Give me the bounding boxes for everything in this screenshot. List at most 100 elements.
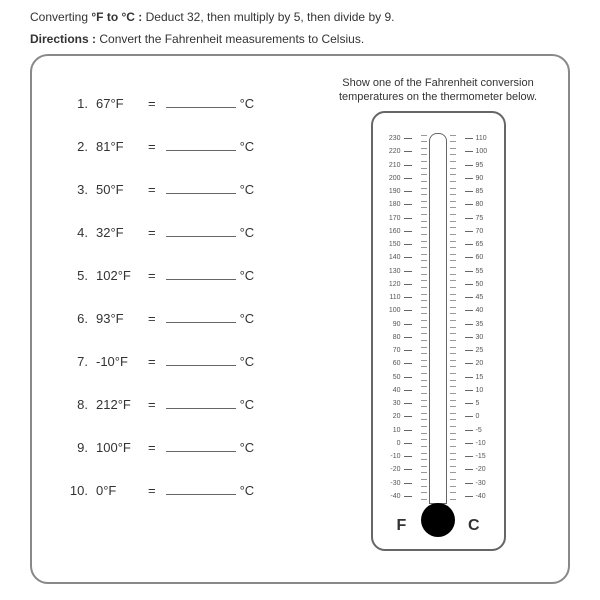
- answer-blank[interactable]: [166, 483, 236, 495]
- directions-label: Directions :: [30, 32, 96, 46]
- minor-tick: [421, 260, 427, 261]
- minor-tick: [450, 154, 456, 155]
- tick-mark: [465, 337, 473, 338]
- scale-tick: -20: [387, 466, 412, 474]
- tick-mark: [465, 456, 473, 457]
- tick-label: 230: [387, 135, 401, 142]
- tick-mark: [465, 178, 473, 179]
- tick-label: 90: [387, 321, 401, 328]
- tick-label: 10: [476, 387, 490, 394]
- tick-mark: [404, 496, 412, 497]
- directions-text: Convert the Fahrenheit measurements to C…: [99, 32, 364, 46]
- scale-tick: -15: [465, 453, 490, 461]
- scale-tick: 60: [387, 360, 412, 368]
- minor-tick: [450, 486, 456, 487]
- answer-blank[interactable]: [166, 397, 236, 409]
- minor-tick: [450, 413, 456, 414]
- minor-tick: [450, 294, 456, 295]
- scale-tick: 65: [465, 241, 490, 249]
- minor-tick: [421, 320, 427, 321]
- tick-mark: [465, 244, 473, 245]
- answer-blank[interactable]: [166, 311, 236, 323]
- celsius-unit: °C: [240, 397, 255, 412]
- minor-tick: [450, 247, 456, 248]
- tick-mark: [404, 430, 412, 431]
- tick-label: 60: [476, 254, 490, 261]
- answer-blank[interactable]: [166, 440, 236, 452]
- tick-mark: [404, 165, 412, 166]
- scale-tick: 120: [387, 280, 412, 288]
- minor-tick: [450, 393, 456, 394]
- minor-tick: [421, 327, 427, 328]
- tick-label: 0: [387, 440, 401, 447]
- tick-mark: [404, 310, 412, 311]
- tick-mark: [404, 204, 412, 205]
- scale-tick: 170: [387, 214, 412, 222]
- problem-row: 9.100°F=°C: [62, 440, 313, 455]
- tick-label: -10: [387, 453, 401, 460]
- minor-tick: [450, 201, 456, 202]
- minor-tick: [421, 406, 427, 407]
- unit-label-fahrenheit: F: [397, 517, 407, 535]
- tick-label: 130: [387, 268, 401, 275]
- tick-label: 140: [387, 254, 401, 261]
- minor-tick: [450, 241, 456, 242]
- minor-tick: [421, 141, 427, 142]
- scale-tick: 100: [465, 148, 490, 156]
- minor-tick: [421, 207, 427, 208]
- minor-tick: [421, 499, 427, 500]
- tick-label: 10: [387, 427, 401, 434]
- tick-mark: [465, 191, 473, 192]
- scale-tick: 95: [465, 161, 490, 169]
- converting-instruction: Deduct 32, then multiply by 5, then divi…: [146, 10, 395, 24]
- minor-tick: [421, 433, 427, 434]
- celsius-unit: °C: [240, 354, 255, 369]
- tick-mark: [465, 257, 473, 258]
- tick-mark: [404, 403, 412, 404]
- fahrenheit-value: 93°F: [96, 311, 142, 326]
- problem-number: 7.: [62, 354, 88, 369]
- scale-tick: 75: [465, 214, 490, 222]
- minor-tick: [421, 148, 427, 149]
- problem-number: 1.: [62, 96, 88, 111]
- tick-label: 15: [476, 374, 490, 381]
- problem-number: 10.: [62, 483, 88, 498]
- tick-mark: [465, 416, 473, 417]
- answer-blank[interactable]: [166, 225, 236, 237]
- scale-tick: 160: [387, 227, 412, 235]
- minor-tick: [450, 194, 456, 195]
- minor-tick: [450, 446, 456, 447]
- minor-tick: [450, 161, 456, 162]
- tick-mark: [404, 284, 412, 285]
- tick-mark: [404, 297, 412, 298]
- answer-blank[interactable]: [166, 139, 236, 151]
- answer-blank[interactable]: [166, 268, 236, 280]
- minor-tick: [450, 254, 456, 255]
- minor-tick: [450, 472, 456, 473]
- tick-mark: [465, 204, 473, 205]
- scale-tick: 70: [465, 227, 490, 235]
- equals-sign: =: [148, 440, 156, 455]
- answer-blank[interactable]: [166, 96, 236, 108]
- answer-blank[interactable]: [166, 354, 236, 366]
- minor-tick: [450, 227, 456, 228]
- tick-label: 70: [476, 228, 490, 235]
- tick-label: 35: [476, 321, 490, 328]
- tick-mark: [465, 363, 473, 364]
- minor-tick: [450, 313, 456, 314]
- tick-label: 65: [476, 241, 490, 248]
- minor-ticks-f: [421, 135, 427, 501]
- minor-tick: [421, 247, 427, 248]
- fahrenheit-value: 67°F: [96, 96, 142, 111]
- minor-tick: [450, 287, 456, 288]
- scale-tick: 70: [387, 347, 412, 355]
- minor-tick: [450, 214, 456, 215]
- minor-tick: [421, 234, 427, 235]
- minor-tick: [421, 413, 427, 414]
- tick-label: -40: [387, 493, 401, 500]
- scale-tick: 0: [387, 439, 412, 447]
- minor-tick: [421, 479, 427, 480]
- scale-tick: 80: [387, 333, 412, 341]
- answer-blank[interactable]: [166, 182, 236, 194]
- tick-mark: [465, 483, 473, 484]
